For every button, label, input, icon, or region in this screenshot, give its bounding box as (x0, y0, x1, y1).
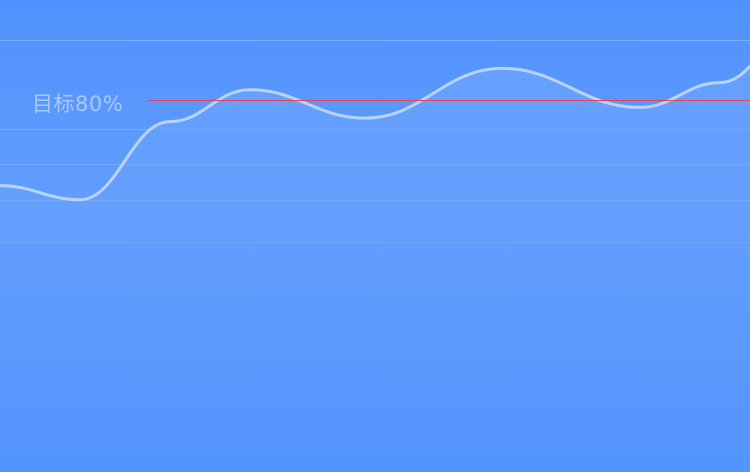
target-label: 目标80% (32, 92, 124, 116)
series-line (0, 64, 750, 202)
series-area-fill (0, 66, 750, 395)
